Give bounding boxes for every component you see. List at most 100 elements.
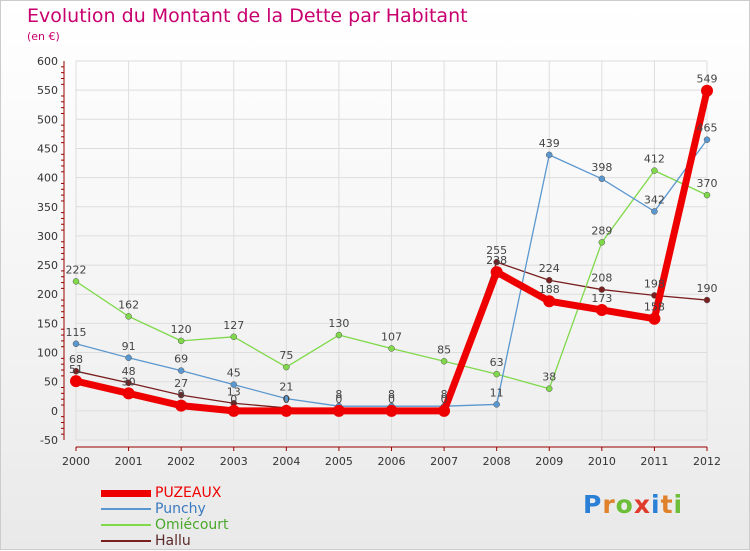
legend-swatch (101, 524, 151, 526)
y-tick-label: 200 (37, 288, 58, 301)
data-point (177, 391, 185, 399)
data-point (122, 387, 135, 400)
x-tick-label: 2008 (483, 455, 511, 468)
data-point (72, 367, 80, 375)
y-tick-label: 50 (44, 376, 58, 389)
proxiti-logo: Proxiti (583, 490, 683, 519)
data-point (72, 278, 80, 285)
data-point (493, 370, 500, 378)
x-tick-label: 2009 (535, 455, 563, 468)
data-label: 398 (591, 161, 612, 174)
data-label: 11 (490, 386, 504, 399)
data-point (493, 258, 500, 266)
data-point (332, 404, 345, 417)
data-point (546, 276, 553, 284)
data-label: 224 (539, 262, 560, 275)
logo-letter: o (615, 490, 634, 519)
data-label: 0 (441, 393, 448, 406)
logo-letter: i (651, 490, 661, 519)
data-label: 162 (118, 298, 139, 311)
data-point (385, 404, 398, 417)
legend-swatch (101, 540, 151, 542)
logo-letter: r (602, 490, 616, 519)
logo-letter: t (660, 490, 674, 519)
data-point (595, 303, 608, 316)
data-label: 439 (539, 137, 560, 150)
data-label: 30 (122, 375, 136, 388)
data-label: 188 (539, 283, 560, 296)
data-label: 173 (591, 292, 612, 305)
y-tick-label: 250 (37, 259, 58, 272)
data-point (438, 404, 451, 417)
data-label: 8 (441, 388, 448, 401)
data-point (598, 239, 606, 246)
data-label: 222 (66, 263, 87, 276)
data-label: 69 (174, 353, 188, 366)
data-label: 549 (697, 73, 718, 86)
y-tick-label: 100 (37, 347, 58, 360)
data-label: 0 (335, 393, 342, 406)
data-point (70, 375, 82, 388)
data-label: 465 (697, 122, 718, 135)
grid-lines (75, 60, 708, 441)
data-label: 0 (388, 393, 395, 406)
y-tick-label: 400 (37, 172, 58, 185)
x-tick-label: 2000 (62, 455, 90, 468)
data-label: 68 (69, 353, 83, 366)
data-label: 91 (122, 340, 136, 353)
data-point (125, 354, 132, 362)
data-label: 130 (328, 317, 349, 330)
legend-label: PUZEAUX (155, 485, 222, 501)
data-label: 63 (490, 356, 504, 369)
x-tick-label: 2012 (693, 455, 721, 468)
data-label: 48 (122, 365, 136, 378)
data-point (388, 345, 395, 352)
data-point (651, 208, 658, 215)
data-point (175, 399, 188, 412)
data-label: 289 (591, 224, 612, 237)
logo-letter: i (673, 490, 684, 519)
data-point (703, 296, 711, 304)
x-tick-label: 2003 (220, 455, 248, 468)
data-label: 255 (486, 244, 507, 257)
data-point (227, 404, 240, 417)
x-tick-label: 2004 (272, 455, 300, 468)
data-point (280, 404, 293, 417)
data-label: 21 (279, 381, 293, 394)
data-point (703, 136, 711, 143)
series-omiécourt (72, 167, 711, 392)
data-label: 158 (644, 301, 665, 314)
data-label: 120 (171, 323, 192, 336)
data-label: 8 (335, 388, 342, 401)
y-tick-label: 300 (37, 230, 58, 243)
data-point (177, 367, 185, 374)
y-tick-label: 150 (37, 317, 58, 330)
y-tick-label: -50 (40, 434, 58, 447)
data-label: 85 (437, 343, 451, 356)
data-point (125, 313, 132, 320)
data-label: 8 (388, 388, 395, 401)
x-tick-label: 2001 (115, 455, 143, 468)
data-point (230, 333, 237, 341)
data-point (283, 363, 290, 371)
data-point (598, 175, 606, 183)
data-point (701, 84, 713, 97)
x-tick-label: 2002 (167, 455, 195, 468)
data-label: 0 (230, 393, 237, 406)
data-label: 342 (644, 193, 665, 206)
data-label: 45 (227, 367, 241, 380)
legend-label: Omiécourt (155, 517, 229, 533)
legend-label: Hallu (155, 533, 191, 549)
data-point (490, 266, 503, 279)
data-label: 412 (644, 153, 665, 166)
data-point (177, 337, 185, 345)
data-label: 0 (283, 393, 290, 406)
data-point (543, 295, 556, 308)
data-label: 190 (697, 282, 718, 295)
data-label: 370 (697, 177, 718, 190)
chart-title: Evolution du Montant de la Dette par Hab… (27, 5, 468, 27)
data-point (283, 395, 290, 402)
series-puzeaux (70, 84, 713, 417)
